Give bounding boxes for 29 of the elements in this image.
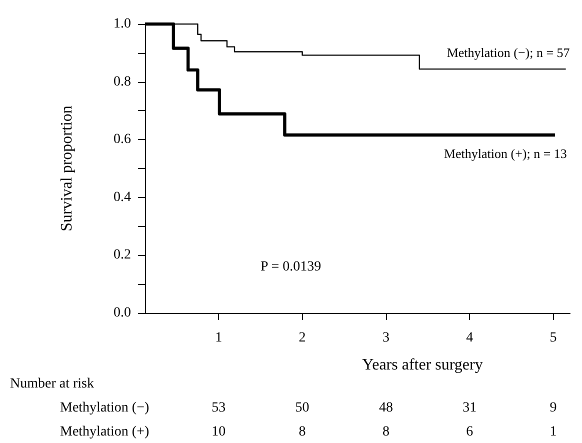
text: 10: [212, 424, 226, 440]
y-tick-label: 0.4: [114, 190, 131, 205]
x-tick-label: 2: [298, 330, 306, 346]
text: 8: [298, 424, 306, 440]
text: Number at risk: [10, 376, 94, 392]
x-tick-label: 3: [382, 330, 390, 346]
text: 6: [466, 424, 474, 440]
text: 53: [212, 400, 226, 416]
x-tick-label: 1: [215, 330, 222, 346]
y-tick-label: 0.0: [114, 306, 131, 320]
text: 31: [462, 400, 477, 416]
text: Methylation (−): [60, 400, 150, 416]
y-tick-label: 0.8: [114, 74, 131, 90]
y-tick-label: 0.6: [114, 132, 131, 148]
x-tick-label: 4: [466, 330, 474, 346]
text: 48: [378, 400, 393, 416]
text: 1: [550, 424, 557, 440]
text: 8: [382, 424, 390, 440]
y-tick-label: 1.0: [114, 16, 131, 32]
text: Methylation (+): [60, 424, 150, 440]
series-label: Methylation (+); n = 13: [444, 146, 567, 161]
text: 50: [295, 400, 310, 416]
annotation: P = 0.0139: [260, 259, 322, 274]
y-tick-label: 0.2: [114, 248, 131, 263]
series-label: Methylation (−); n = 57: [446, 45, 570, 60]
x-axis-title: Years after surgery: [362, 356, 483, 374]
x-tick-label: 5: [550, 330, 557, 346]
text: 9: [550, 400, 557, 416]
y-axis-title: Survival proportion: [58, 106, 76, 232]
